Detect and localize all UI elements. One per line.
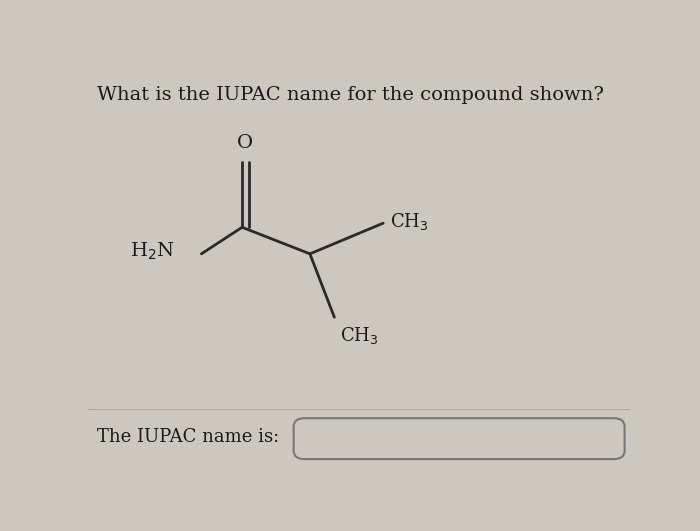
FancyBboxPatch shape — [294, 418, 624, 459]
Text: What is the IUPAC name for the compound shown?: What is the IUPAC name for the compound … — [97, 86, 604, 104]
Text: The IUPAC name is:: The IUPAC name is: — [97, 427, 279, 446]
Text: O: O — [237, 134, 253, 152]
Text: CH$_3$: CH$_3$ — [390, 211, 428, 232]
Text: H$_2$N: H$_2$N — [130, 241, 174, 262]
Text: CH$_3$: CH$_3$ — [340, 326, 379, 346]
